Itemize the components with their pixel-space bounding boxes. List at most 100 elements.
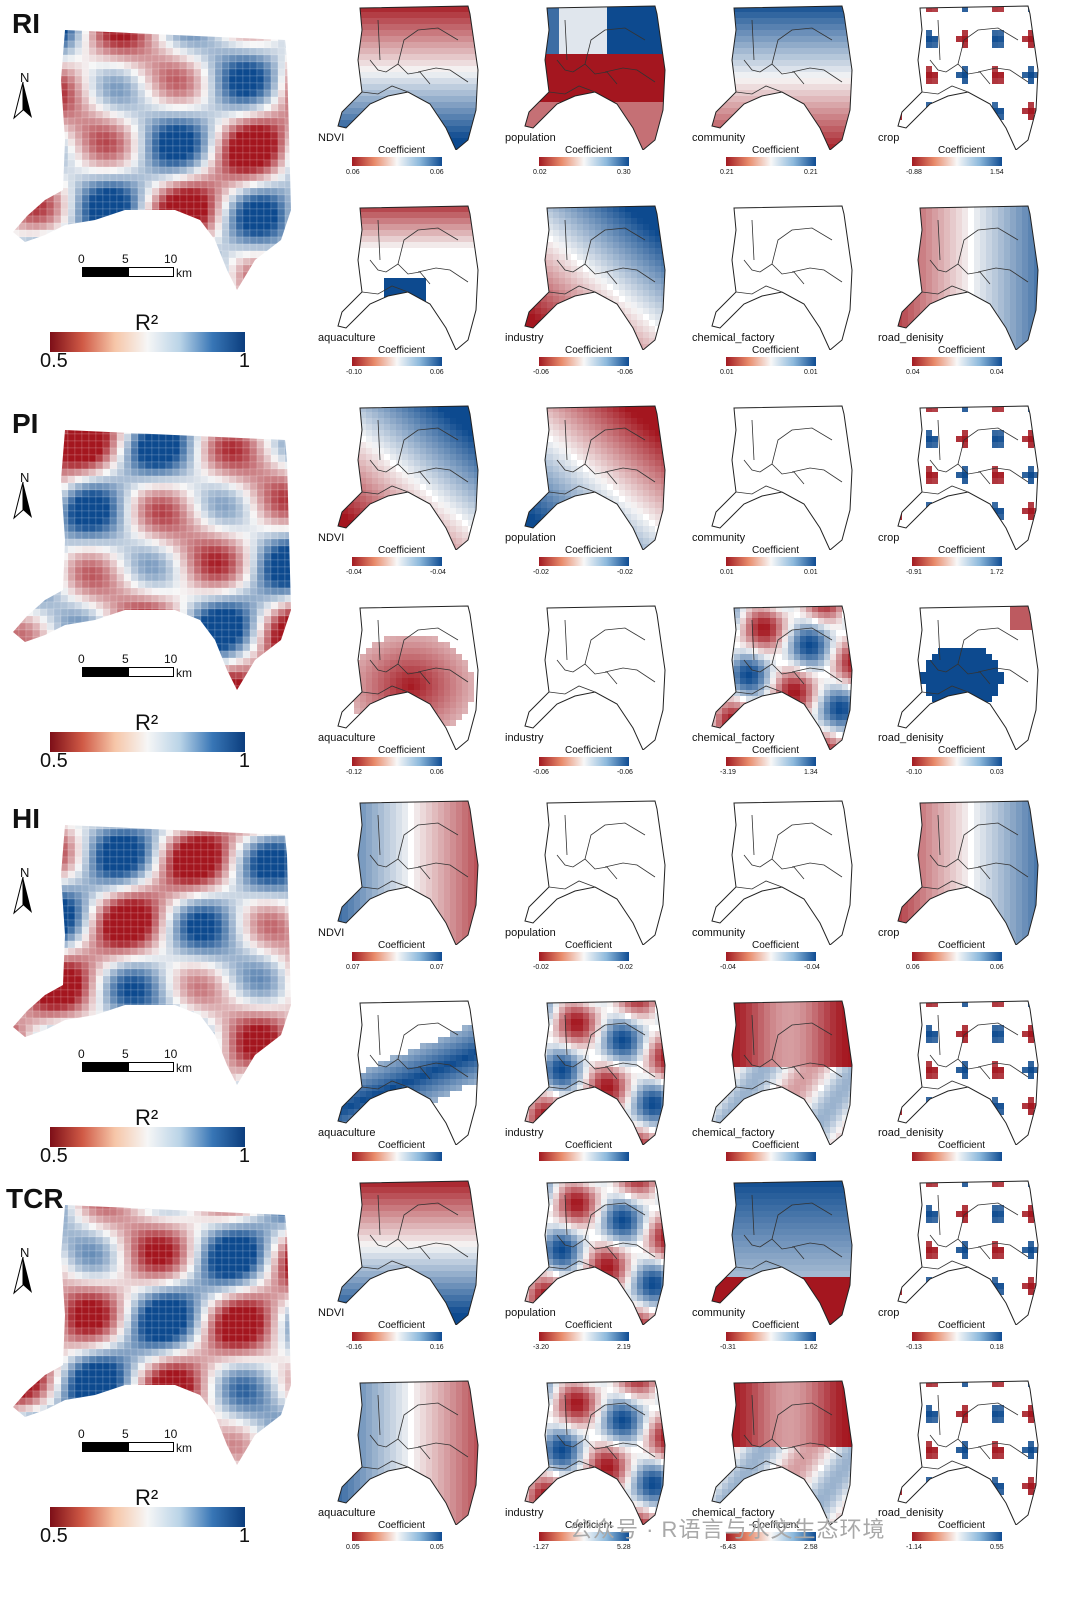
row-label: TCR bbox=[6, 1183, 64, 1215]
variable-name: community bbox=[692, 1307, 745, 1319]
coefficient-map-NDVI: NDVI Coefficient -0.16 0.16 bbox=[318, 1175, 498, 1365]
row-label: HI bbox=[12, 803, 40, 835]
coefficient-color-ramp bbox=[539, 1332, 629, 1341]
coefficient-color-ramp bbox=[352, 952, 442, 961]
r2-legend: R² 0.5 1 bbox=[40, 1485, 250, 1548]
coefficient-map-population: population Coefficient -0.02 -0.02 bbox=[505, 400, 685, 590]
scale-bar-white bbox=[128, 667, 174, 677]
coefficient-surface bbox=[524, 205, 666, 350]
coefficient-map-population: population Coefficient 0.02 0.30 bbox=[505, 0, 685, 190]
coefficient-max: 5.28 bbox=[617, 1544, 631, 1551]
coefficient-legend-title: Coefficient bbox=[565, 345, 612, 356]
row-label: RI bbox=[12, 8, 40, 40]
study-area-outline bbox=[897, 605, 1039, 750]
coefficient-max: -0.04 bbox=[430, 569, 446, 576]
coefficient-max: 0.21 bbox=[804, 169, 818, 176]
coefficient-surface bbox=[337, 1000, 479, 1145]
coefficient-max: 0.04 bbox=[990, 369, 1004, 376]
coefficient-legend-title: Coefficient bbox=[565, 545, 612, 556]
district-boundaries bbox=[361, 814, 469, 890]
coefficient-surface bbox=[524, 5, 666, 150]
coefficient-max: 2.58 bbox=[804, 1544, 818, 1551]
scale-bar: 0 5 10 km bbox=[78, 1427, 248, 1457]
study-area-outline bbox=[897, 405, 1039, 550]
coefficient-surface bbox=[897, 800, 1039, 945]
coefficient-legend-title: Coefficient bbox=[752, 1520, 799, 1531]
coefficient-color-ramp bbox=[912, 157, 1002, 166]
variable-name: industry bbox=[505, 1127, 544, 1139]
coefficient-min: -1.27 bbox=[533, 1544, 549, 1551]
r2-map bbox=[13, 1205, 291, 1465]
coefficient-max: 0.18 bbox=[990, 1344, 1004, 1351]
district-boundaries bbox=[921, 419, 1029, 495]
coefficient-legend-title: Coefficient bbox=[565, 1320, 612, 1331]
r2-legend-min: 0.5 bbox=[40, 1145, 68, 1168]
variable-name: industry bbox=[505, 332, 544, 344]
coefficient-color-ramp bbox=[912, 357, 1002, 366]
north-label: N bbox=[20, 1245, 29, 1260]
district-boundaries bbox=[361, 619, 469, 695]
coefficient-surface bbox=[711, 1000, 853, 1145]
scale-tick-0: 0 bbox=[78, 1047, 85, 1061]
coefficient-surface bbox=[897, 605, 1039, 750]
coefficient-max: -0.06 bbox=[617, 769, 633, 776]
district-boundaries bbox=[735, 1014, 843, 1090]
coefficient-legend-title: Coefficient bbox=[378, 940, 425, 951]
coefficient-max: 0.01 bbox=[804, 369, 818, 376]
coefficient-max: 0.06 bbox=[430, 369, 444, 376]
coefficient-color-ramp bbox=[539, 557, 629, 566]
coefficient-color-ramp bbox=[352, 557, 442, 566]
scale-tick-10: 10 bbox=[164, 252, 177, 266]
coefficient-max: 0.30 bbox=[617, 169, 631, 176]
district-boundaries bbox=[361, 1194, 469, 1270]
study-area-outline bbox=[897, 5, 1039, 150]
coefficient-color-ramp bbox=[539, 757, 629, 766]
r2-color-ramp bbox=[50, 332, 245, 352]
coefficient-legend-title: Coefficient bbox=[565, 1140, 612, 1151]
scale-tick-10: 10 bbox=[164, 652, 177, 666]
coefficient-max: -0.06 bbox=[617, 369, 633, 376]
north-label: N bbox=[20, 865, 29, 880]
north-arrow-icon: N bbox=[12, 865, 42, 915]
variable-name: NDVI bbox=[318, 927, 344, 939]
coefficient-min: -3.20 bbox=[533, 1344, 549, 1351]
coefficient-legend-title: Coefficient bbox=[565, 145, 612, 156]
r2-legend-min: 0.5 bbox=[40, 350, 68, 373]
coefficient-surface bbox=[897, 1180, 1039, 1325]
coefficient-surface bbox=[524, 405, 666, 550]
coefficient-surface bbox=[524, 800, 666, 945]
coefficient-max: -0.04 bbox=[804, 964, 820, 971]
r2-legend-max: 1 bbox=[239, 1525, 250, 1548]
coefficient-color-ramp bbox=[726, 757, 816, 766]
variable-name: aquaculture bbox=[318, 332, 376, 344]
coefficient-legend-title: Coefficient bbox=[752, 345, 799, 356]
coefficient-legend-title: Coefficient bbox=[378, 745, 425, 756]
scale-unit: km bbox=[176, 1061, 192, 1075]
coefficient-map-aquaculture: aquaculture Coefficient -0.10 0.06 bbox=[318, 200, 498, 390]
coefficient-color-ramp bbox=[352, 1152, 442, 1161]
r2-legend: R² 0.5 1 bbox=[40, 1105, 250, 1168]
district-boundaries bbox=[361, 219, 469, 295]
coefficient-color-ramp bbox=[539, 357, 629, 366]
study-area-outline bbox=[524, 5, 666, 150]
variable-name: crop bbox=[878, 132, 899, 144]
district-boundaries bbox=[921, 219, 1029, 295]
coefficient-max: 0.06 bbox=[430, 769, 444, 776]
coefficient-map-crop: crop Coefficient 0.06 0.06 bbox=[878, 795, 1058, 985]
coefficient-min: 0.02 bbox=[533, 169, 547, 176]
district-boundaries bbox=[735, 1194, 843, 1270]
coefficient-min: -0.91 bbox=[906, 569, 922, 576]
variable-name: NDVI bbox=[318, 1307, 344, 1319]
variable-name: community bbox=[692, 532, 745, 544]
coefficient-surface bbox=[897, 1000, 1039, 1145]
coefficient-legend-title: Coefficient bbox=[752, 545, 799, 556]
coefficient-min: 0.04 bbox=[906, 369, 920, 376]
coefficient-legend-title: Coefficient bbox=[938, 145, 985, 156]
scale-tick-5: 5 bbox=[122, 252, 129, 266]
scale-bar-black bbox=[82, 267, 128, 277]
scale-bar-white bbox=[128, 1062, 174, 1072]
r2-legend-max: 1 bbox=[239, 750, 250, 773]
coefficient-min: 0.05 bbox=[346, 1544, 360, 1551]
coefficient-map-industry: industry Coefficient bbox=[505, 995, 685, 1185]
scale-bar-black bbox=[82, 1442, 128, 1452]
